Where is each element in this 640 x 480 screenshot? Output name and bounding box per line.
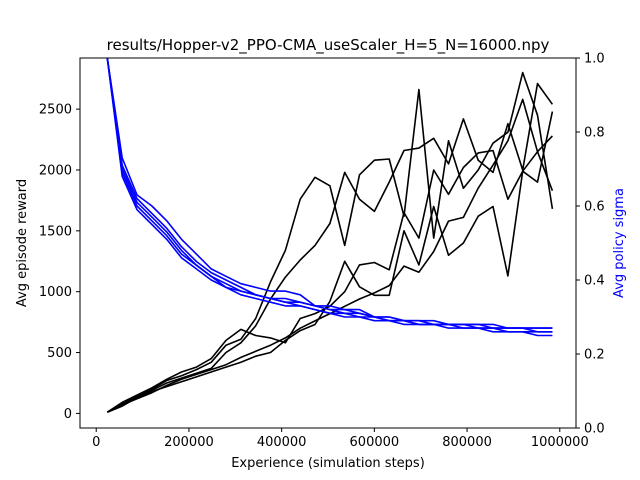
plot-lines bbox=[106, 58, 554, 413]
y-right-tick-label: 0.6 bbox=[584, 200, 605, 215]
y-left-tick-label: 0 bbox=[64, 407, 72, 422]
y-right-tick-label: 1.0 bbox=[584, 52, 605, 67]
sigma-series-line-2 bbox=[106, 58, 553, 333]
x-tick-label: 400000 bbox=[257, 435, 307, 450]
sigma-series-line-4 bbox=[106, 58, 553, 329]
sigma-series-line-5 bbox=[106, 58, 553, 337]
y-right-axis-ticks: 0.0 0.2 0.4 0.6 0.8 1.0 bbox=[576, 52, 605, 437]
reward-series-line-5 bbox=[106, 98, 553, 413]
sigma-series-line-3 bbox=[106, 58, 553, 333]
y-left-tick-label: 500 bbox=[47, 346, 72, 361]
y-left-axis-ticks: 0 500 1000 1500 2000 2500 bbox=[39, 103, 80, 422]
reward-series-line-2 bbox=[106, 82, 554, 413]
y-right-tick-label: 0.8 bbox=[584, 126, 605, 141]
y-left-axis-label: Avg episode reward bbox=[15, 179, 30, 307]
y-left-tick-label: 2500 bbox=[39, 103, 72, 118]
y-right-tick-label: 0.0 bbox=[584, 422, 605, 437]
x-axis-label: Experience (simulation steps) bbox=[231, 456, 425, 471]
y-left-tick-label: 1500 bbox=[39, 224, 72, 239]
y-left-tick-label: 1000 bbox=[39, 285, 72, 300]
y-left-tick-label: 2000 bbox=[39, 163, 72, 178]
plot-frame bbox=[79, 57, 577, 429]
x-tick-label: 600000 bbox=[350, 435, 400, 450]
y-right-axis-label: Avg policy sigma bbox=[612, 188, 627, 298]
sigma-series-line-1 bbox=[106, 58, 553, 329]
x-tick-label: 0 bbox=[92, 435, 100, 450]
x-tick-label: 200000 bbox=[164, 435, 214, 450]
y-right-tick-label: 0.4 bbox=[584, 274, 605, 289]
x-tick-label: 800000 bbox=[442, 435, 492, 450]
chart-title: results/Hopper-v2_PPO-CMA_useScaler_H=5_… bbox=[107, 36, 550, 55]
x-axis-ticks: 0 200000 400000 600000 800000 1000000 bbox=[92, 428, 589, 450]
reward-series-line-4 bbox=[106, 111, 554, 413]
reward-series-line-1 bbox=[106, 71, 554, 413]
x-tick-label: 1000000 bbox=[531, 435, 589, 450]
y-right-tick-label: 0.2 bbox=[584, 348, 605, 363]
reward-series-line-3 bbox=[106, 149, 554, 413]
